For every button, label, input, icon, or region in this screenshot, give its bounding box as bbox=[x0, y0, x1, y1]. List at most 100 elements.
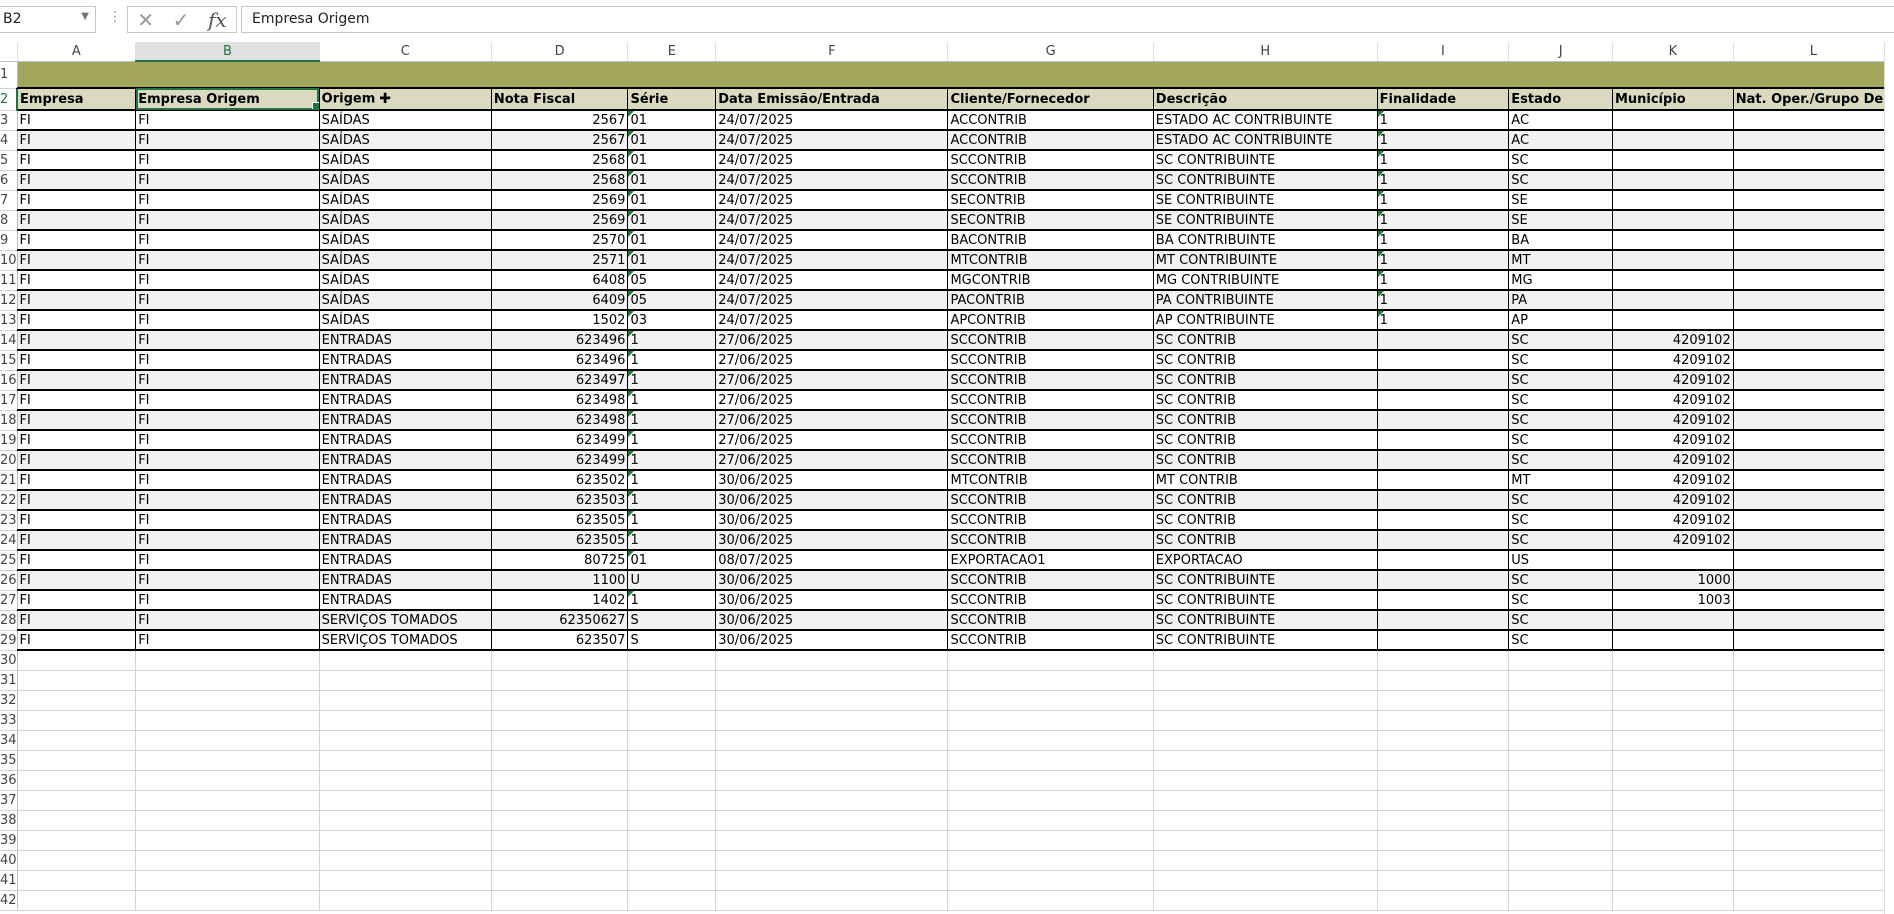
cell-J14[interactable]: SC bbox=[1508, 330, 1613, 351]
row-header[interactable]: 20 bbox=[0, 450, 18, 471]
cell-I26[interactable] bbox=[1377, 570, 1510, 591]
cell-I35[interactable] bbox=[1377, 750, 1510, 771]
column-header-J[interactable]: J bbox=[1508, 42, 1613, 62]
cell-K12[interactable] bbox=[1612, 290, 1734, 311]
cell-F1[interactable] bbox=[715, 61, 948, 89]
cell-D31[interactable] bbox=[491, 670, 629, 691]
cell-J16[interactable]: SC bbox=[1508, 370, 1613, 391]
row-header[interactable]: 40 bbox=[0, 850, 18, 871]
cell-K39[interactable] bbox=[1612, 830, 1734, 851]
cell-A20[interactable]: FI bbox=[17, 450, 137, 471]
row-header[interactable]: 25 bbox=[0, 550, 18, 571]
cell-F7[interactable]: 24/07/2025 bbox=[715, 190, 949, 211]
cell-G23[interactable]: SCCONTRIB bbox=[947, 510, 1154, 531]
cell-F31[interactable] bbox=[715, 670, 949, 691]
cell-L32[interactable] bbox=[1733, 690, 1894, 711]
cell-A36[interactable] bbox=[17, 770, 137, 791]
cell-K15[interactable]: 4209102 bbox=[1612, 350, 1734, 371]
cell-J42[interactable] bbox=[1508, 890, 1613, 911]
cell-G40[interactable] bbox=[947, 850, 1154, 871]
cell-F35[interactable] bbox=[715, 750, 949, 771]
cell-G33[interactable] bbox=[947, 710, 1154, 731]
cell-D22[interactable]: 623503 bbox=[491, 490, 629, 511]
cell-E25[interactable]: 01 bbox=[627, 550, 717, 571]
cell-E8[interactable]: 01 bbox=[627, 210, 717, 231]
column-header-L[interactable]: L bbox=[1733, 42, 1894, 62]
cell-E36[interactable] bbox=[627, 770, 717, 791]
cell-D25[interactable]: 80725 bbox=[491, 550, 629, 571]
cell-K38[interactable] bbox=[1612, 810, 1734, 831]
cell-J31[interactable] bbox=[1508, 670, 1613, 691]
cell-E24[interactable]: 1 bbox=[627, 530, 717, 551]
more-icon[interactable]: ⋮ bbox=[108, 9, 122, 25]
cell-F41[interactable] bbox=[715, 870, 949, 891]
cell-J39[interactable] bbox=[1508, 830, 1613, 851]
cell-F25[interactable]: 08/07/2025 bbox=[715, 550, 949, 571]
cell-L13[interactable] bbox=[1733, 310, 1894, 331]
cell-H13[interactable]: AP CONTRIBUINTE bbox=[1153, 310, 1378, 331]
cell-B21[interactable]: FI bbox=[135, 470, 320, 491]
cell-H42[interactable] bbox=[1153, 890, 1378, 911]
header-B[interactable]: Empresa Origem bbox=[135, 88, 320, 111]
cell-C35[interactable] bbox=[319, 750, 492, 771]
cell-E15[interactable]: 1 bbox=[627, 350, 717, 371]
cell-C17[interactable]: ENTRADAS bbox=[319, 390, 492, 411]
cell-C25[interactable]: ENTRADAS bbox=[319, 550, 492, 571]
cell-D35[interactable] bbox=[491, 750, 629, 771]
cell-D14[interactable]: 623496 bbox=[491, 330, 629, 351]
select-all-corner[interactable] bbox=[0, 42, 18, 62]
cell-C10[interactable]: SAÍDAS bbox=[319, 250, 492, 271]
cell-K17[interactable]: 4209102 bbox=[1612, 390, 1734, 411]
column-header-E[interactable]: E bbox=[627, 42, 717, 62]
row-header[interactable]: 21 bbox=[0, 470, 18, 491]
cell-G19[interactable]: SCCONTRIB bbox=[947, 430, 1154, 451]
cell-G36[interactable] bbox=[947, 770, 1154, 791]
cell-D8[interactable]: 2569 bbox=[491, 210, 629, 231]
cell-A34[interactable] bbox=[17, 730, 137, 751]
cell-B32[interactable] bbox=[135, 690, 320, 711]
row-header[interactable]: 11 bbox=[0, 270, 18, 291]
cell-L31[interactable] bbox=[1733, 670, 1894, 691]
row-header[interactable]: 27 bbox=[0, 590, 18, 611]
cell-G17[interactable]: SCCONTRIB bbox=[947, 390, 1154, 411]
cell-L14[interactable] bbox=[1733, 330, 1894, 351]
cell-H21[interactable]: MT CONTRIB bbox=[1153, 470, 1378, 491]
row-header[interactable]: 42 bbox=[0, 890, 18, 911]
cell-I6[interactable]: 1 bbox=[1377, 170, 1510, 191]
cell-B25[interactable]: FI bbox=[135, 550, 320, 571]
cell-C41[interactable] bbox=[319, 870, 492, 891]
cell-A31[interactable] bbox=[17, 670, 137, 691]
cell-D32[interactable] bbox=[491, 690, 629, 711]
cell-K20[interactable]: 4209102 bbox=[1612, 450, 1734, 471]
cell-E21[interactable]: 1 bbox=[627, 470, 717, 491]
cell-J24[interactable]: SC bbox=[1508, 530, 1613, 551]
cell-F29[interactable]: 30/06/2025 bbox=[715, 630, 949, 651]
cell-F24[interactable]: 30/06/2025 bbox=[715, 530, 949, 551]
cell-G16[interactable]: SCCONTRIB bbox=[947, 370, 1154, 391]
cell-G41[interactable] bbox=[947, 870, 1154, 891]
row-header[interactable]: 13 bbox=[0, 310, 18, 331]
cell-I30[interactable] bbox=[1377, 650, 1510, 671]
cell-K9[interactable] bbox=[1612, 230, 1734, 251]
cell-I22[interactable] bbox=[1377, 490, 1510, 511]
cell-B15[interactable]: FI bbox=[135, 350, 320, 371]
cell-L39[interactable] bbox=[1733, 830, 1894, 851]
cell-C34[interactable] bbox=[319, 730, 492, 751]
cell-G39[interactable] bbox=[947, 830, 1154, 851]
cell-I5[interactable]: 1 bbox=[1377, 150, 1510, 171]
cell-A19[interactable]: FI bbox=[17, 430, 137, 451]
cell-H40[interactable] bbox=[1153, 850, 1378, 871]
cell-A8[interactable]: FI bbox=[17, 210, 137, 231]
cell-J1[interactable] bbox=[1508, 61, 1613, 89]
cell-C14[interactable]: ENTRADAS bbox=[319, 330, 492, 351]
cell-E30[interactable] bbox=[627, 650, 717, 671]
cell-L27[interactable] bbox=[1733, 590, 1894, 611]
cell-I17[interactable] bbox=[1377, 390, 1510, 411]
cell-A21[interactable]: FI bbox=[17, 470, 137, 491]
cell-E13[interactable]: 03 bbox=[627, 310, 717, 331]
cell-H12[interactable]: PA CONTRIBUINTE bbox=[1153, 290, 1378, 311]
cell-G21[interactable]: MTCONTRIB bbox=[947, 470, 1154, 491]
row-header[interactable]: 39 bbox=[0, 830, 18, 851]
cell-D37[interactable] bbox=[491, 790, 629, 811]
cell-E28[interactable]: S bbox=[627, 610, 717, 631]
